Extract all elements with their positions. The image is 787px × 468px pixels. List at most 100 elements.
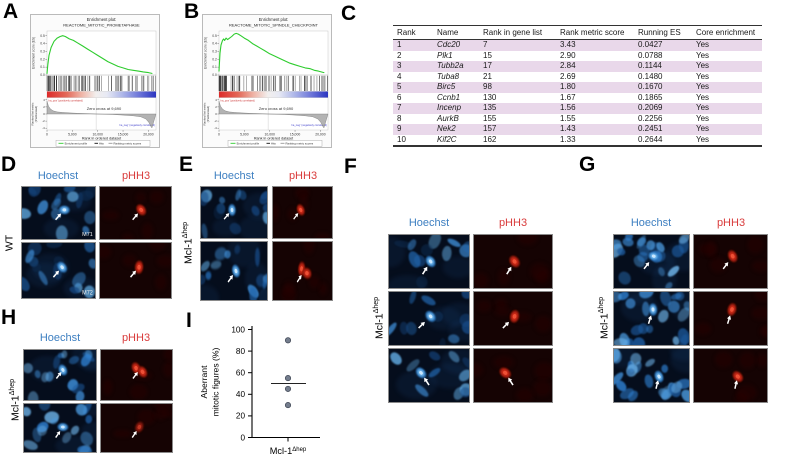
legend-enrichment-profile: Enrichment profile (65, 141, 88, 145)
core-enrichment-table: Rank Name Rank in gene list Rank metric sco… (393, 25, 762, 147)
table-row: 4 Tuba8 21 2.69 0.1480 Yes (393, 72, 762, 83)
axes (251, 326, 320, 439)
table-cell: Yes (696, 71, 710, 81)
table-row: 10 Kif2C 162 1.33 0.2644 Yes (393, 134, 762, 147)
es-ytick: 0.3 (40, 50, 45, 54)
table-cell: 0.2644 (634, 134, 692, 147)
table-header-row: Rank Name Rank in gene list Rank metric sco… (393, 25, 762, 40)
genotype-sup: Δhep (182, 221, 189, 239)
column-header-hoechst: Hoechst (408, 217, 450, 229)
genotype-label-mcl1: Mcl-1Δhep (182, 221, 195, 265)
hoechst-micrograph (23, 349, 97, 401)
column-header-phh3: pHH3 (121, 332, 151, 344)
column-header-hoechst: Hoechst (37, 170, 79, 182)
table-row: 6 Ccnb1 130 1.67 0.1865 Yes (393, 93, 762, 104)
pointer-arrow (296, 275, 302, 283)
table-cell: 0.2451 (638, 124, 663, 133)
table-cell: Nek2 (437, 124, 456, 133)
positive-correlation-note: 'na_pos' (positively correlated) (220, 99, 255, 103)
phh3-micrograph (99, 242, 172, 299)
pointer-arrow (132, 371, 138, 379)
micrograph-image (614, 235, 689, 288)
gsea-legend-box (55, 140, 151, 147)
pointer-arrow (55, 431, 61, 439)
phh3-micrograph (100, 403, 173, 453)
table-cell: Yes (696, 103, 710, 112)
micrograph-blobs (100, 187, 171, 239)
pointer-arrow (733, 380, 739, 389)
micrograph-image (201, 187, 267, 238)
panel-label-f: F (344, 155, 357, 178)
genotype-base: Mcl-1 (182, 238, 195, 265)
micrograph-image (694, 292, 767, 345)
micrograph-blobs (101, 404, 172, 452)
x-tick: 10,000 (265, 132, 275, 136)
enrichment-score-curve (46, 35, 153, 74)
table-cell: Yes (696, 40, 710, 49)
table-cell: 6 (397, 92, 402, 102)
table-row: 9 Nek2 157 1.43 0.2451 Yes (393, 124, 762, 135)
rank-ytick: -2 (42, 119, 45, 123)
table-cell: 157 (483, 124, 497, 133)
es-ytick: 0.5 (212, 34, 217, 38)
micrograph-blobs (100, 243, 171, 298)
table-cell: 0.1144 (638, 61, 662, 70)
micrograph-grid-f (388, 234, 553, 403)
table-cell: 3 (397, 61, 402, 70)
table-cell: Yes (696, 113, 710, 123)
hits-band (46, 75, 156, 91)
table-cell: Plk1 (437, 50, 453, 60)
x-tick: 15,000 (290, 132, 300, 136)
rank-ytick: 0 (43, 112, 45, 116)
table-cell: 1 (397, 40, 402, 49)
es-ytick: 0.3 (212, 50, 217, 54)
mouse-id-tag: M72 (82, 290, 93, 296)
micrograph-blobs (24, 350, 96, 400)
hoechst-micrograph (388, 348, 470, 403)
y-tick-label: 60 (236, 369, 246, 378)
column-header-phh3: pHH3 (498, 217, 528, 229)
y-axis-label-line2: mitotic figures (%) (211, 347, 221, 416)
legend-hits: Hits (99, 141, 104, 145)
panel-label-a: A (3, 0, 19, 23)
micrograph-grid-g (613, 234, 768, 403)
x-tick: 0 (218, 132, 220, 136)
micrograph-image (614, 349, 689, 402)
table-cell: 15 (483, 50, 492, 60)
genotype-label-mcl1: Mcl-1Δhep (373, 297, 386, 339)
table-row: 3 Tubb2a 17 2.84 0.1144 Yes (393, 61, 762, 72)
phh3-micrograph (693, 291, 768, 346)
phh3-micrograph (99, 186, 172, 240)
x-tick: 20,000 (315, 132, 325, 136)
hoechst-micrograph (388, 234, 470, 289)
table-cell: 1.80 (560, 82, 576, 91)
micrograph-image (100, 187, 171, 239)
table-cell: Tuba8 (437, 71, 460, 81)
gsea-title-line2: REACTOME_MITOTIC_PROMETAPHASE (63, 23, 140, 28)
pointer-arrow (131, 431, 137, 439)
table-cell: Incenp (437, 103, 462, 112)
table-row: 7 Incenp 135 1.56 0.2069 Yes (393, 103, 762, 114)
micrograph-image (694, 235, 767, 288)
phh3-micrograph (473, 234, 553, 289)
micrograph-blobs (614, 292, 689, 345)
table-cell: 0.0788 (638, 50, 663, 60)
table-cell: 0.1480 (638, 71, 663, 81)
table-cell: 17 (483, 61, 492, 70)
table-cell: 1.55 (560, 113, 576, 123)
rank-ytick: 4 (43, 98, 45, 102)
panel-label-c: C (341, 2, 357, 25)
phh3-micrograph (473, 348, 553, 403)
genotype-sup: Δhep (9, 378, 16, 396)
table-header-cell: Rank (393, 25, 433, 40)
es-ytick: 0.1 (40, 65, 45, 69)
table-cell: 155 (483, 113, 497, 123)
panel-label-i: I (186, 309, 192, 332)
table-header-cell: Core enrichment (692, 25, 762, 40)
enrichment-score-curve (218, 32, 325, 74)
gsea-title-line1: Enrichment plot: (87, 17, 117, 22)
table-cell: 1.56 (560, 103, 576, 112)
table-cell: Birc5 (437, 82, 456, 91)
rank-axis-label-line2: (PreRanked) (34, 106, 38, 122)
table-cell: 98 (483, 82, 492, 91)
